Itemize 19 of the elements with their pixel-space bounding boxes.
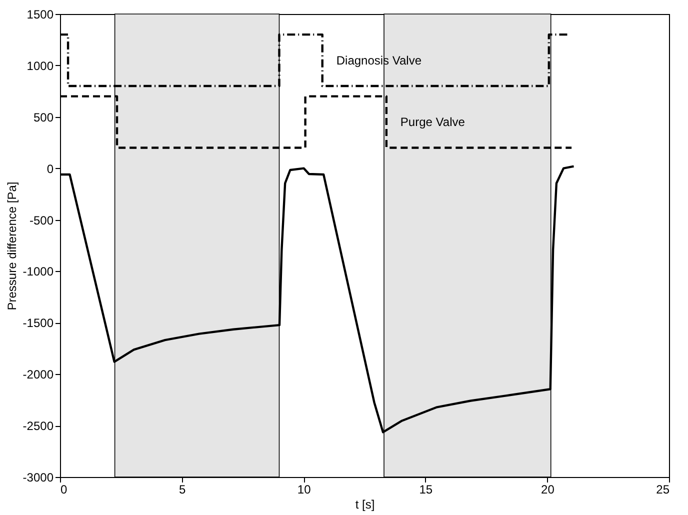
- y-tick-label: -1500: [22, 316, 54, 330]
- series-label: Purge Valve: [400, 115, 466, 130]
- y-tick-label: -500: [29, 213, 54, 228]
- y-tick-label: -2500: [22, 419, 54, 434]
- x-tick-label: 15: [419, 482, 433, 496]
- y-tick-label: 500: [33, 110, 54, 124]
- x-tick-label: 25: [656, 482, 670, 496]
- y-tick-label: -3000: [22, 470, 54, 484]
- y-tick-label: -1000: [22, 264, 54, 279]
- x-tick-label: 10: [297, 482, 312, 496]
- x-tick-label: 5: [178, 482, 186, 496]
- y-tick-label: 0: [46, 162, 54, 176]
- y-tick-label: 1500: [26, 8, 54, 22]
- x-axis-title: t [s]: [355, 498, 375, 512]
- x-tick-label: 20: [541, 482, 555, 496]
- y-axis-title: Pressure difference [Pa]: [4, 182, 19, 310]
- y-tick-label: 1000: [26, 58, 54, 73]
- x-tick-label: 0: [60, 482, 68, 496]
- y-tick-label: -2000: [22, 368, 54, 382]
